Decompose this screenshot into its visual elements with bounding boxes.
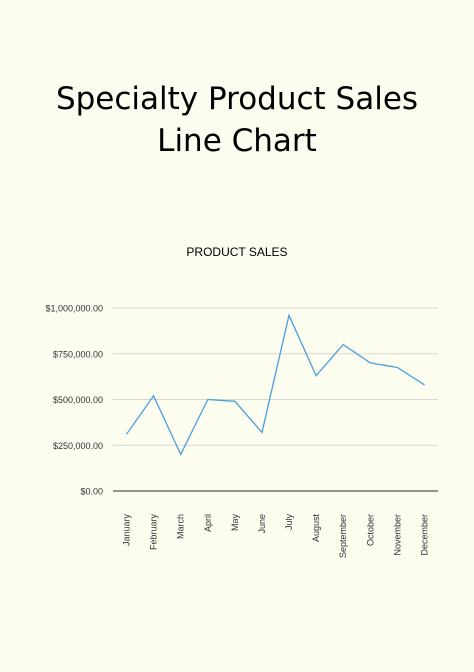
x-axis-tick-labels: January February March April May June July Augu… — [122, 514, 430, 559]
x-tick-label-july: July — [284, 514, 294, 531]
y-tick-label: $500,000.00 — [53, 395, 103, 405]
x-tick-label-january: January — [122, 514, 132, 547]
y-tick-label: $1,000,000.00 — [45, 304, 103, 314]
x-tick-label-august: August — [311, 514, 321, 543]
x-tick-label-november: November — [392, 514, 402, 556]
series-layer — [127, 315, 425, 454]
series-line-0 — [127, 315, 425, 454]
y-axis-tick-labels: $0.00 $250,000.00 $500,000.00 $750,000.00 $1… — [45, 304, 103, 497]
x-tick-label-february: February — [149, 514, 159, 551]
x-tick-label-october: October — [365, 514, 375, 546]
y-tick-label: $0.00 — [80, 487, 103, 497]
x-tick-label-april: April — [203, 514, 213, 532]
y-tick-label: $750,000.00 — [53, 349, 103, 359]
x-tick-label-december: December — [419, 514, 429, 556]
x-tick-label-march: March — [176, 514, 186, 539]
y-tick-label: $250,000.00 — [53, 441, 103, 451]
x-tick-label-may: May — [230, 514, 240, 532]
x-tick-label-september: September — [338, 514, 348, 558]
chart-title: PRODUCT SALES — [186, 245, 287, 259]
x-tick-label-june: June — [257, 514, 267, 534]
